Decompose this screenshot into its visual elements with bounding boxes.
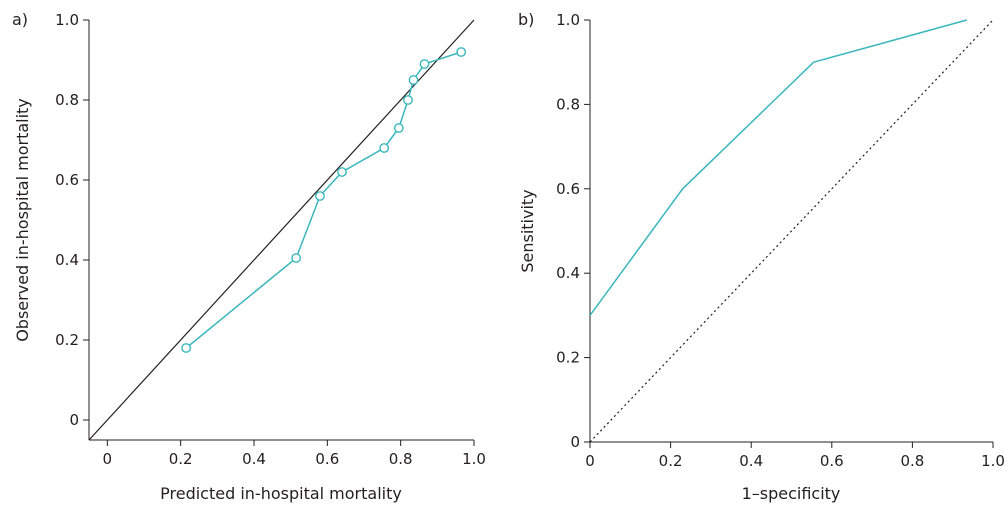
panel-a-identity-line xyxy=(88,19,475,441)
panel-b-y-tick-label: 0.8 xyxy=(556,95,580,113)
panel-a-y-tick-label: 0.6 xyxy=(55,171,79,189)
panel-b-roc-curve xyxy=(589,19,968,316)
panel-a: a) 0 0.2 0.4 0.6 0.8 1.0 0 0.2 0.4 0.6 0.8 1.0 Pre… xyxy=(12,10,486,503)
panel-a-calibration-line xyxy=(185,51,462,349)
panel-b-x-tick-label: 0.4 xyxy=(739,452,763,470)
panel-b-y-tick-label: 0 xyxy=(570,433,580,451)
panel-a-label: a) xyxy=(12,10,28,29)
panel-a-x-tick-label: 0.2 xyxy=(169,450,193,468)
panel-b-x-ticks: 0 0.2 0.4 0.6 0.8 1.0 xyxy=(585,442,1005,470)
panel-a-y-tick-label: 0.2 xyxy=(55,331,79,349)
panel-a-data-point xyxy=(408,75,419,85)
panel-b-y-tick-label: 0.2 xyxy=(556,349,580,367)
panel-b-x-axis-title: 1–specificity xyxy=(742,484,841,503)
panel-b-x-tick-label: 0.2 xyxy=(659,452,683,470)
panel-a-y-tick-label: 0.4 xyxy=(55,251,79,269)
panel-a-x-tick-label: 1.0 xyxy=(462,450,486,468)
panel-a-x-tick-label: 0.4 xyxy=(242,450,266,468)
panel-b-x-tick-label: 0 xyxy=(585,452,595,470)
panel-b-y-ticks: 0 0.2 0.4 0.6 0.8 1.0 xyxy=(556,11,590,451)
panel-a-x-tick-label: 0.6 xyxy=(315,450,339,468)
panel-b-label: b) xyxy=(518,10,534,29)
panel-a-data-point xyxy=(337,167,347,177)
panel-a-x-tick-label: 0 xyxy=(103,450,113,468)
panel-a-data-point xyxy=(456,47,467,57)
panel-a-y-tick-label: 1.0 xyxy=(55,11,79,29)
panel-a-y-axis-title: Observed in-hospital mortality xyxy=(13,98,32,342)
panel-b-y-tick-label: 1.0 xyxy=(556,11,580,29)
panel-a-data-point xyxy=(181,343,192,353)
panel-b-y-tick-label: 0.6 xyxy=(556,180,580,198)
panel-b-chance-line xyxy=(589,19,994,443)
panel-a-data-point xyxy=(379,143,390,153)
panel-a-data-point xyxy=(419,59,430,69)
panel-b-y-tick-label: 0.4 xyxy=(556,264,580,282)
panel-a-x-axis-title: Predicted in-hospital mortality xyxy=(160,484,402,503)
panel-a-y-ticks: 0 0.2 0.4 0.6 0.8 1.0 xyxy=(55,11,89,429)
panel-a-data-point xyxy=(403,95,413,105)
panel-b-y-axis-title: Sensitivity xyxy=(518,189,537,272)
panel-a-data-point xyxy=(291,253,302,263)
panel-a-data-point xyxy=(393,123,404,133)
panel-a-x-tick-label: 0.8 xyxy=(389,450,413,468)
panel-b-x-tick-label: 1.0 xyxy=(981,452,1005,470)
panel-b: b) 0 0.2 0.4 0.6 0.8 1.0 0 0.2 0.4 0.6 0.8 1.0 1–s… xyxy=(518,10,1005,503)
panel-a-y-tick-label: 0.8 xyxy=(55,91,79,109)
panel-a-x-ticks: 0 0.2 0.4 0.6 0.8 1.0 xyxy=(103,440,486,468)
panel-a-points xyxy=(181,47,467,353)
panel-b-x-tick-label: 0.6 xyxy=(820,452,844,470)
panel-a-data-point xyxy=(315,191,325,201)
panel-a-y-tick-label: 0 xyxy=(69,411,79,429)
panel-b-x-tick-label: 0.8 xyxy=(900,452,924,470)
